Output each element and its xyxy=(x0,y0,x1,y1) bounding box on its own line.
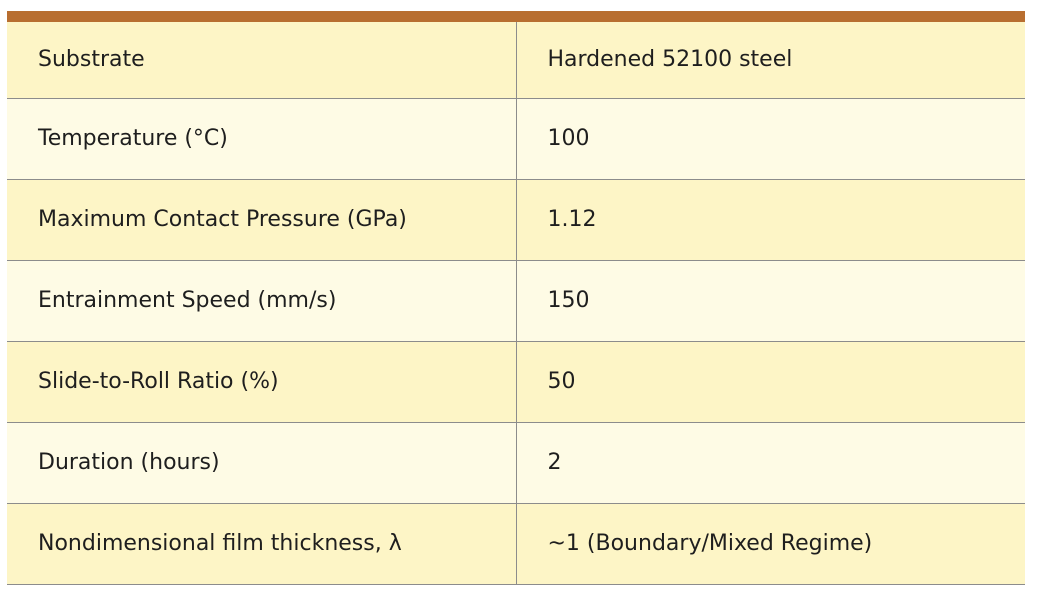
parameter-cell: Entrainment Speed (mm/s) xyxy=(7,260,517,342)
table-row: Maximum Contact Pressure (GPa) 1.12 xyxy=(7,179,1025,261)
table-row: Slide-to-Roll Ratio (%) 50 xyxy=(7,341,1025,423)
table-row: Substrate Hardened 52100 steel xyxy=(7,22,1025,99)
value-cell: Hardened 52100 steel xyxy=(516,22,1025,99)
parameter-cell: Nondimensional film thickness, λ xyxy=(7,503,517,585)
parameter-cell: Temperature (°C) xyxy=(7,98,517,180)
table-container: Substrate Hardened 52100 steel Temperature… xyxy=(7,11,1025,585)
table-row: Nondimensional film thickness, λ ~1 (Boun… xyxy=(7,503,1025,585)
value-cell: 2 xyxy=(516,422,1025,504)
header-bar xyxy=(7,11,1025,22)
value-cell: 50 xyxy=(516,341,1025,423)
parameter-cell: Substrate xyxy=(7,22,517,99)
value-cell: 1.12 xyxy=(516,179,1025,261)
table-row: Temperature (°C) 100 xyxy=(7,98,1025,180)
value-cell: 150 xyxy=(516,260,1025,342)
parameter-cell: Duration (hours) xyxy=(7,422,517,504)
value-cell: ~1 (Boundary/Mixed Regime) xyxy=(516,503,1025,585)
parameter-cell: Slide-to-Roll Ratio (%) xyxy=(7,341,517,423)
parameter-cell: Maximum Contact Pressure (GPa) xyxy=(7,179,517,261)
table-row: Entrainment Speed (mm/s) 150 xyxy=(7,260,1025,342)
table: Substrate Hardened 52100 steel Temperature… xyxy=(7,22,1025,585)
table-row: Duration (hours) 2 xyxy=(7,422,1025,504)
value-cell: 100 xyxy=(516,98,1025,180)
